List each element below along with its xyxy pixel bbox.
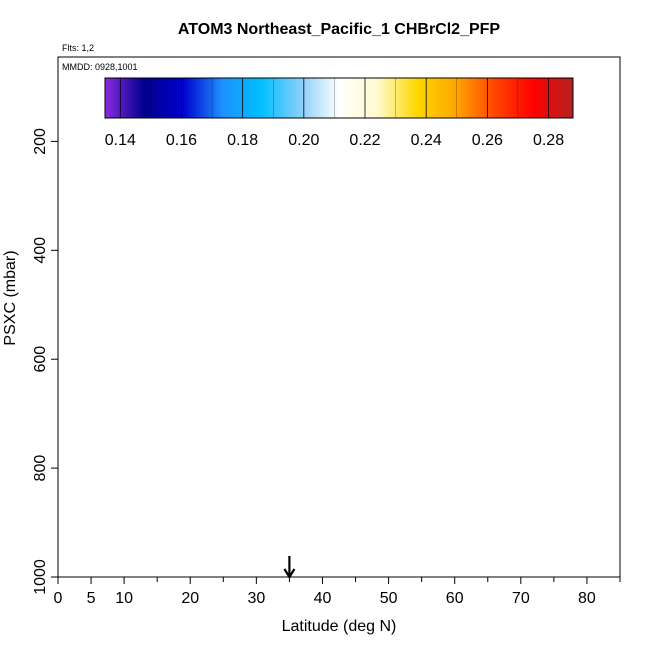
colorbar-tick-label: 0.22 <box>349 132 380 149</box>
x-tick-label: 30 <box>247 590 265 607</box>
sample-point <box>213 170 221 178</box>
sample-point <box>325 298 333 306</box>
y-tick-label: 1000 <box>32 559 49 595</box>
x-tick-label: 60 <box>446 590 464 607</box>
sample-point <box>358 164 366 173</box>
y-tick-label: 800 <box>32 455 49 482</box>
y-tick-label: 600 <box>32 346 49 373</box>
sample-point <box>332 399 340 407</box>
sample-point <box>67 148 75 156</box>
sample-point <box>444 154 452 162</box>
sample-point <box>94 369 102 377</box>
colorbar-tick-label: 0.16 <box>166 132 197 149</box>
sample-point <box>146 246 155 254</box>
arrow-head <box>283 568 296 580</box>
sample-point <box>199 366 208 374</box>
y-tick-label: 400 <box>32 237 49 264</box>
sample-point <box>160 497 168 505</box>
x-tick-label: 5 <box>87 590 96 607</box>
colorbar-tick-label: 0.26 <box>472 132 503 149</box>
sample-point <box>58 494 62 502</box>
sample-point <box>153 363 161 372</box>
x-tick-label: 80 <box>578 590 596 607</box>
sample-point <box>67 366 75 374</box>
sample-point <box>193 246 201 254</box>
sample-point <box>298 178 307 186</box>
chart-title: ATOM3 Northeast_Pacific_1 CHBrCl2_PFP <box>178 21 501 38</box>
sample-point <box>120 140 128 148</box>
sample-point <box>312 570 320 577</box>
sample-point <box>318 178 327 186</box>
sample-point <box>404 420 413 429</box>
colorbar-tick-label: 0.24 <box>411 132 442 149</box>
y-tick-label: 200 <box>32 128 49 155</box>
plot-frame <box>57 56 621 578</box>
x-tick-label: 70 <box>512 590 530 607</box>
sample-points <box>58 136 518 577</box>
sample-point <box>166 306 175 314</box>
sample-point <box>312 292 320 301</box>
x-tick-label: 40 <box>314 590 332 607</box>
sample-point <box>186 136 194 144</box>
y-axis-label: PSXC (mbar) <box>2 250 19 345</box>
sample-point <box>404 290 413 298</box>
arrow-down-icon <box>283 556 296 580</box>
colorbar-tick-label: 0.18 <box>227 132 258 149</box>
flights-note: Flts: 1,2 <box>62 43 94 53</box>
sample-point <box>74 252 82 260</box>
colorbar: 0.14 0.16 0.18 0.20 0.22 0.24 0.26 0.28 <box>104 77 574 149</box>
x-axis: 0 5 10 20 30 40 50 60 70 80 <box>54 577 621 607</box>
sample-point <box>510 152 518 161</box>
sample-point <box>87 246 95 254</box>
colorbar-tick-label: 0.28 <box>533 132 564 149</box>
x-tick-label: 20 <box>181 590 199 607</box>
sample-point <box>398 164 406 173</box>
x-tick-label: 10 <box>115 590 133 607</box>
sample-point <box>206 570 214 577</box>
sample-point <box>325 570 333 577</box>
colorbar-ticks: 0.14 0.16 0.18 0.20 0.22 0.24 0.26 0.28 <box>105 78 564 149</box>
colorbar-tick-label: 0.14 <box>105 132 136 149</box>
x-axis-label: Latitude (deg N) <box>282 618 397 635</box>
dates-note: MMDD: 0928,1001 <box>62 62 138 72</box>
y-axis: 200 400 600 800 1000 <box>32 128 58 595</box>
x-tick-label: 0 <box>54 590 63 607</box>
x-tick-label: 50 <box>380 590 398 607</box>
sample-point <box>219 224 227 233</box>
sample-point <box>127 159 135 167</box>
colorbar-tick-label: 0.20 <box>288 132 319 149</box>
sample-point <box>153 570 161 577</box>
sample-point <box>206 497 214 505</box>
sample-point <box>312 409 320 418</box>
sample-point <box>107 268 115 276</box>
colorbar-bar <box>104 77 574 119</box>
